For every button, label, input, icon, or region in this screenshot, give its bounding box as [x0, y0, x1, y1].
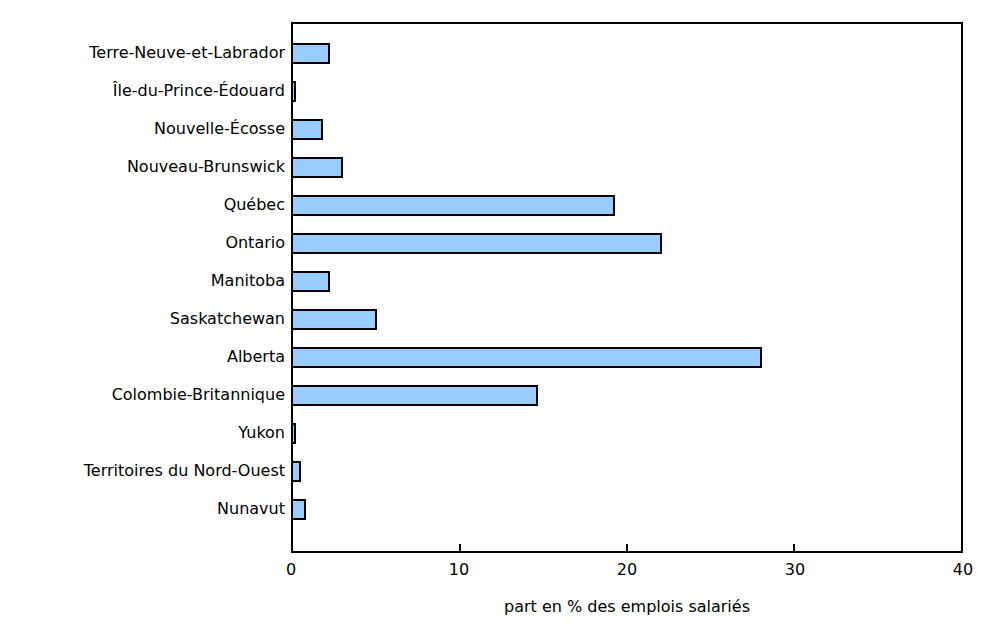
bar — [293, 81, 296, 102]
chart-row: Manitoba — [293, 262, 961, 300]
x-axis-tick-mark — [626, 544, 628, 551]
plot-area: Terre-Neuve-et-LabradorÎle-du-Prince-Édo… — [291, 22, 963, 553]
chart-row: Terre-Neuve-et-Labrador — [293, 34, 961, 72]
chart-row: Nunavut — [293, 490, 961, 528]
y-axis-category-label: Yukon — [238, 425, 285, 441]
bar — [293, 195, 615, 216]
x-axis-tick-label: 0 — [286, 560, 296, 579]
bar — [293, 423, 296, 444]
x-axis-tick-mark — [459, 544, 461, 551]
chart-row: Québec — [293, 186, 961, 224]
y-axis-category-label: Manitoba — [211, 273, 285, 289]
bar — [293, 499, 306, 520]
bar — [293, 309, 377, 330]
bar — [293, 233, 662, 254]
x-axis-tick-label: 40 — [953, 560, 973, 579]
bar-chart: Terre-Neuve-et-LabradorÎle-du-Prince-Édo… — [0, 0, 1007, 627]
chart-row: Ontario — [293, 224, 961, 262]
y-axis-category-label: Nunavut — [217, 501, 285, 517]
chart-row: Nouveau-Brunswick — [293, 148, 961, 186]
bar — [293, 385, 538, 406]
chart-row: Nouvelle-Écosse — [293, 110, 961, 148]
y-axis-category-label: Nouvelle-Écosse — [154, 121, 285, 137]
chart-row: Territoires du Nord-Ouest — [293, 452, 961, 490]
y-axis-category-label: Alberta — [227, 349, 285, 365]
bar — [293, 43, 330, 64]
bar — [293, 461, 301, 482]
bar — [293, 119, 323, 140]
y-axis-category-label: Nouveau-Brunswick — [127, 159, 285, 175]
chart-row: Alberta — [293, 338, 961, 376]
y-axis-category-label: Saskatchewan — [170, 311, 285, 327]
x-axis-tick-label: 10 — [449, 560, 469, 579]
y-axis-category-label: Québec — [224, 197, 285, 213]
x-axis-tick-label: 20 — [617, 560, 637, 579]
x-axis-tick-mark — [793, 544, 795, 551]
y-axis-category-label: Colombie-Britannique — [112, 387, 285, 403]
x-axis-tick-label: 30 — [785, 560, 805, 579]
chart-row: Yukon — [293, 414, 961, 452]
y-axis-category-label: Territoires du Nord-Ouest — [84, 463, 285, 479]
y-axis-category-label: Ontario — [225, 235, 285, 251]
x-axis-title: part en % des emplois salariés — [291, 597, 963, 616]
bar — [293, 271, 330, 292]
x-axis-tick-labels: 010203040 — [291, 560, 963, 582]
y-axis-category-label: Île-du-Prince-Édouard — [113, 83, 285, 99]
chart-row: Île-du-Prince-Édouard — [293, 72, 961, 110]
bar — [293, 157, 343, 178]
chart-row: Colombie-Britannique — [293, 376, 961, 414]
chart-row: Saskatchewan — [293, 300, 961, 338]
bar — [293, 347, 762, 368]
y-axis-category-label: Terre-Neuve-et-Labrador — [89, 45, 285, 61]
